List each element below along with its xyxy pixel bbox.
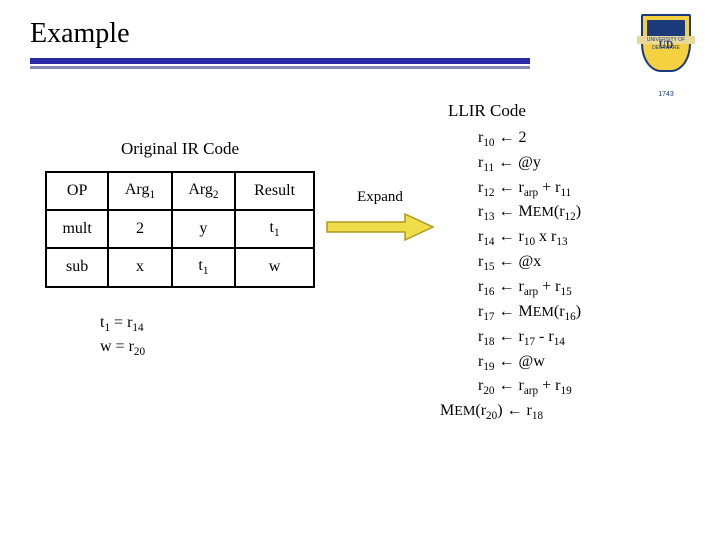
llir-line: r18 ← r17 - r14 bbox=[478, 326, 690, 351]
llir-line: r17 ← MEM(r16) bbox=[478, 301, 690, 326]
llir-line: r11 ← @y bbox=[478, 152, 690, 177]
slide: Example UNIVERSITY OF DELAWARE UD 1743 O… bbox=[0, 0, 720, 540]
table-cell: t1 bbox=[235, 210, 314, 248]
arrow-icon bbox=[325, 212, 435, 242]
title-underline bbox=[30, 58, 530, 64]
col-arg1: Arg1 bbox=[108, 172, 171, 210]
table-row: mult2yt1 bbox=[46, 210, 314, 248]
ir-table-body: mult2yt1subxt1w bbox=[46, 210, 314, 286]
table-cell: mult bbox=[46, 210, 108, 248]
llir-line: r20 ← rarp + r19 bbox=[478, 375, 690, 400]
table-cell: 2 bbox=[108, 210, 171, 248]
table-cell: y bbox=[172, 210, 235, 248]
llir-line: r16 ← rarp + r15 bbox=[478, 276, 690, 301]
assign-lines: t1 = r14 w = r20 bbox=[100, 312, 320, 362]
llir-line: r14 ← r10 x r13 bbox=[478, 226, 690, 251]
llir-line: MEM(r20) ← r18 bbox=[440, 400, 690, 425]
expand-label: Expand bbox=[320, 189, 440, 206]
table-cell: t1 bbox=[172, 248, 235, 286]
logo-year: 1743 bbox=[636, 91, 696, 98]
original-ir-section: Original IR Code OP Arg1 Arg2 Result mul… bbox=[30, 99, 320, 361]
col-arg2: Arg2 bbox=[172, 172, 235, 210]
col-result: Result bbox=[235, 172, 314, 210]
university-logo: UNIVERSITY OF DELAWARE UD 1743 bbox=[636, 14, 696, 86]
llir-section: LLIR Code r10 ← 2r11 ← @yr12 ← rarp + r1… bbox=[440, 99, 690, 425]
col-op: OP bbox=[46, 172, 108, 210]
table-cell: x bbox=[108, 248, 171, 286]
ir-title: Original IR Code bbox=[40, 139, 320, 159]
assign-line-2: w = r20 bbox=[100, 336, 320, 361]
expand-section: Expand bbox=[320, 99, 440, 242]
llir-line: r12 ← rarp + r11 bbox=[478, 177, 690, 202]
llir-lines: r10 ← 2r11 ← @yr12 ← rarp + r11r13 ← MEM… bbox=[440, 127, 690, 425]
table-header-row: OP Arg1 Arg2 Result bbox=[46, 172, 314, 210]
llir-title: LLIR Code bbox=[448, 99, 690, 123]
table-cell: sub bbox=[46, 248, 108, 286]
logo-shield: UNIVERSITY OF DELAWARE UD bbox=[641, 14, 691, 72]
llir-line: r15 ← @x bbox=[478, 251, 690, 276]
title-shadow bbox=[30, 66, 530, 69]
content-area: Original IR Code OP Arg1 Arg2 Result mul… bbox=[30, 99, 690, 425]
table-cell: w bbox=[235, 248, 314, 286]
table-row: subxt1w bbox=[46, 248, 314, 286]
logo-initials: UD bbox=[643, 40, 689, 51]
llir-line: r13 ← MEM(r12) bbox=[478, 201, 690, 226]
llir-line: r19 ← @w bbox=[478, 351, 690, 376]
arrow-shape bbox=[327, 214, 433, 240]
ir-table: OP Arg1 Arg2 Result mult2yt1subxt1w bbox=[45, 171, 315, 288]
llir-line: r10 ← 2 bbox=[478, 127, 690, 152]
assign-line-1: t1 = r14 bbox=[100, 312, 320, 337]
page-title: Example bbox=[30, 18, 690, 50]
